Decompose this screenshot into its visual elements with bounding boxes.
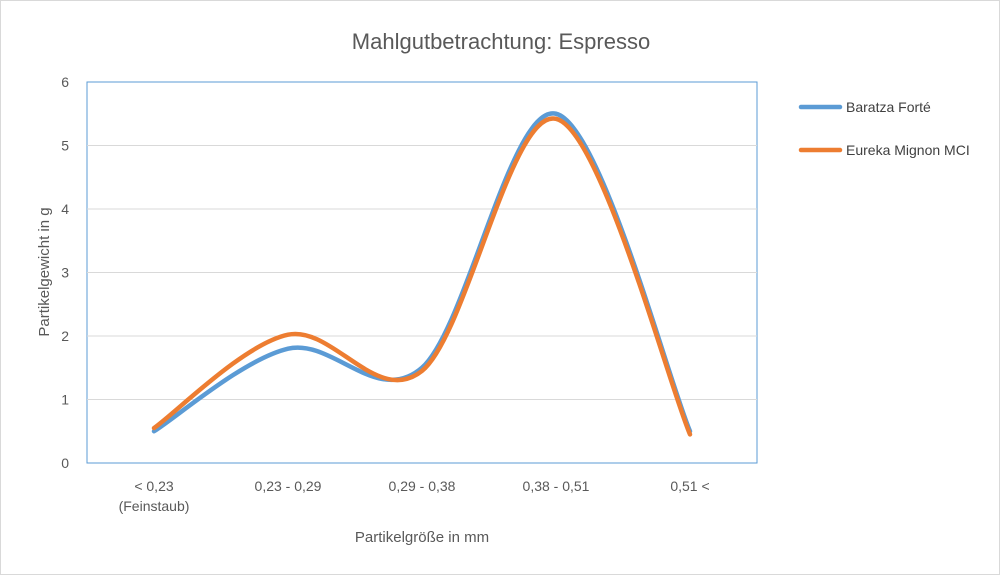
legend-label: Baratza Forté <box>846 99 931 115</box>
y-axis-ticks: 0 1 2 3 4 5 6 <box>61 74 69 471</box>
y-tick-label: 4 <box>61 201 69 217</box>
x-axis-label: Partikelgröße in mm <box>355 529 489 546</box>
x-axis-ticks: < 0,23 (Feinstaub) 0,23 - 0,29 0,29 - 0,38 0… <box>119 478 710 514</box>
y-tick-label: 2 <box>61 328 69 344</box>
x-tick-label: 0,29 - 0,38 <box>389 478 456 494</box>
gridlines <box>87 145 757 400</box>
x-tick-label: 0,51 < <box>670 478 709 494</box>
x-tick-label-line: 0,29 - 0,38 <box>389 478 456 494</box>
series-lines <box>151 111 693 437</box>
y-tick-label: 0 <box>61 455 69 471</box>
y-tick-label: 6 <box>61 74 69 90</box>
y-axis-label: Partikelgewicht in g <box>36 207 53 336</box>
x-tick-label: 0,38 - 0,51 <box>523 478 590 494</box>
legend: Baratza Forté Eureka Mignon MCI <box>798 99 970 158</box>
x-tick-label-line: 0,23 - 0,29 <box>255 478 322 494</box>
series-line-1 <box>151 116 693 437</box>
x-tick-label-line: 0,51 < <box>670 478 709 494</box>
x-tick-label: 0,23 - 0,29 <box>255 478 322 494</box>
chart-title: Mahlgutbetrachtung: Espresso <box>352 29 650 54</box>
legend-label: Eureka Mignon MCI <box>846 142 970 158</box>
y-tick-label: 3 <box>61 265 69 281</box>
x-tick-label-line: < 0,23 <box>134 478 174 494</box>
y-tick-label: 5 <box>61 138 69 154</box>
y-tick-label: 1 <box>61 392 69 408</box>
x-tick-label-line: 0,38 - 0,51 <box>523 478 590 494</box>
x-tick-label: < 0,23 (Feinstaub) <box>119 478 190 514</box>
x-tick-label-line: (Feinstaub) <box>119 498 190 514</box>
